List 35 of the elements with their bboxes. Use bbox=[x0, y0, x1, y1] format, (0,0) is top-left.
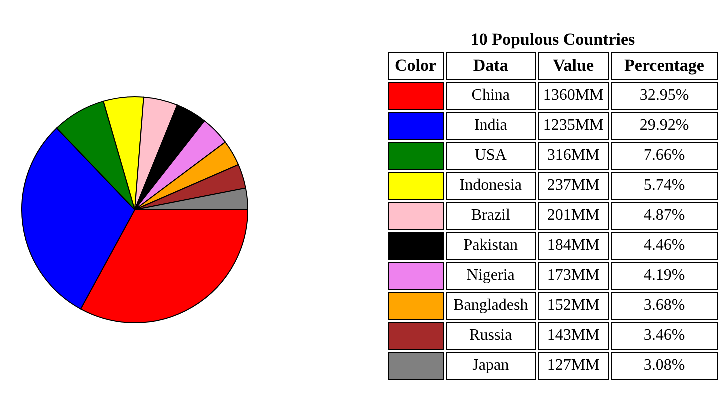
legend-label: Bangladesh bbox=[446, 292, 536, 320]
data-label: 143MM bbox=[538, 322, 609, 350]
data-label: 127MM bbox=[538, 352, 609, 380]
data-label: 173MM bbox=[538, 262, 609, 290]
data-label: 237MM bbox=[538, 172, 609, 200]
text: Percentage bbox=[610, 52, 718, 80]
text: 3.08% bbox=[610, 352, 718, 380]
text: 29.92% bbox=[610, 112, 718, 140]
legend-label: Japan bbox=[446, 352, 536, 380]
data-label: 1360MM bbox=[538, 82, 609, 110]
text: 4.87% bbox=[610, 202, 718, 230]
text: 7.66% bbox=[610, 142, 718, 170]
legend-label: Nigeria bbox=[446, 262, 536, 290]
data-label: 1235MM bbox=[538, 112, 609, 140]
text: 32.95% bbox=[610, 82, 718, 110]
legend-label: Pakistan bbox=[446, 232, 536, 260]
text: Data bbox=[446, 52, 536, 80]
text: Value bbox=[538, 52, 609, 80]
text: 3.68% bbox=[610, 292, 718, 320]
data-label: 184MM bbox=[538, 232, 609, 260]
legend-label: Indonesia bbox=[446, 172, 536, 200]
text: 5.74% bbox=[610, 172, 718, 200]
text: 4.46% bbox=[610, 232, 718, 260]
legend-title: 10 Populous Countries bbox=[470, 30, 636, 50]
legend-label: Brazil bbox=[446, 202, 536, 230]
legend-label: China bbox=[446, 82, 536, 110]
text: Color bbox=[388, 52, 444, 80]
data-label: 152MM bbox=[538, 292, 609, 320]
data-label: 201MM bbox=[538, 202, 609, 230]
text: 4.19% bbox=[610, 262, 718, 290]
data-label: 316MM bbox=[538, 142, 609, 170]
text: 3.46% bbox=[610, 322, 718, 350]
legend-label: India bbox=[446, 112, 536, 140]
legend-label: USA bbox=[446, 142, 536, 170]
legend-label: Russia bbox=[446, 322, 536, 350]
